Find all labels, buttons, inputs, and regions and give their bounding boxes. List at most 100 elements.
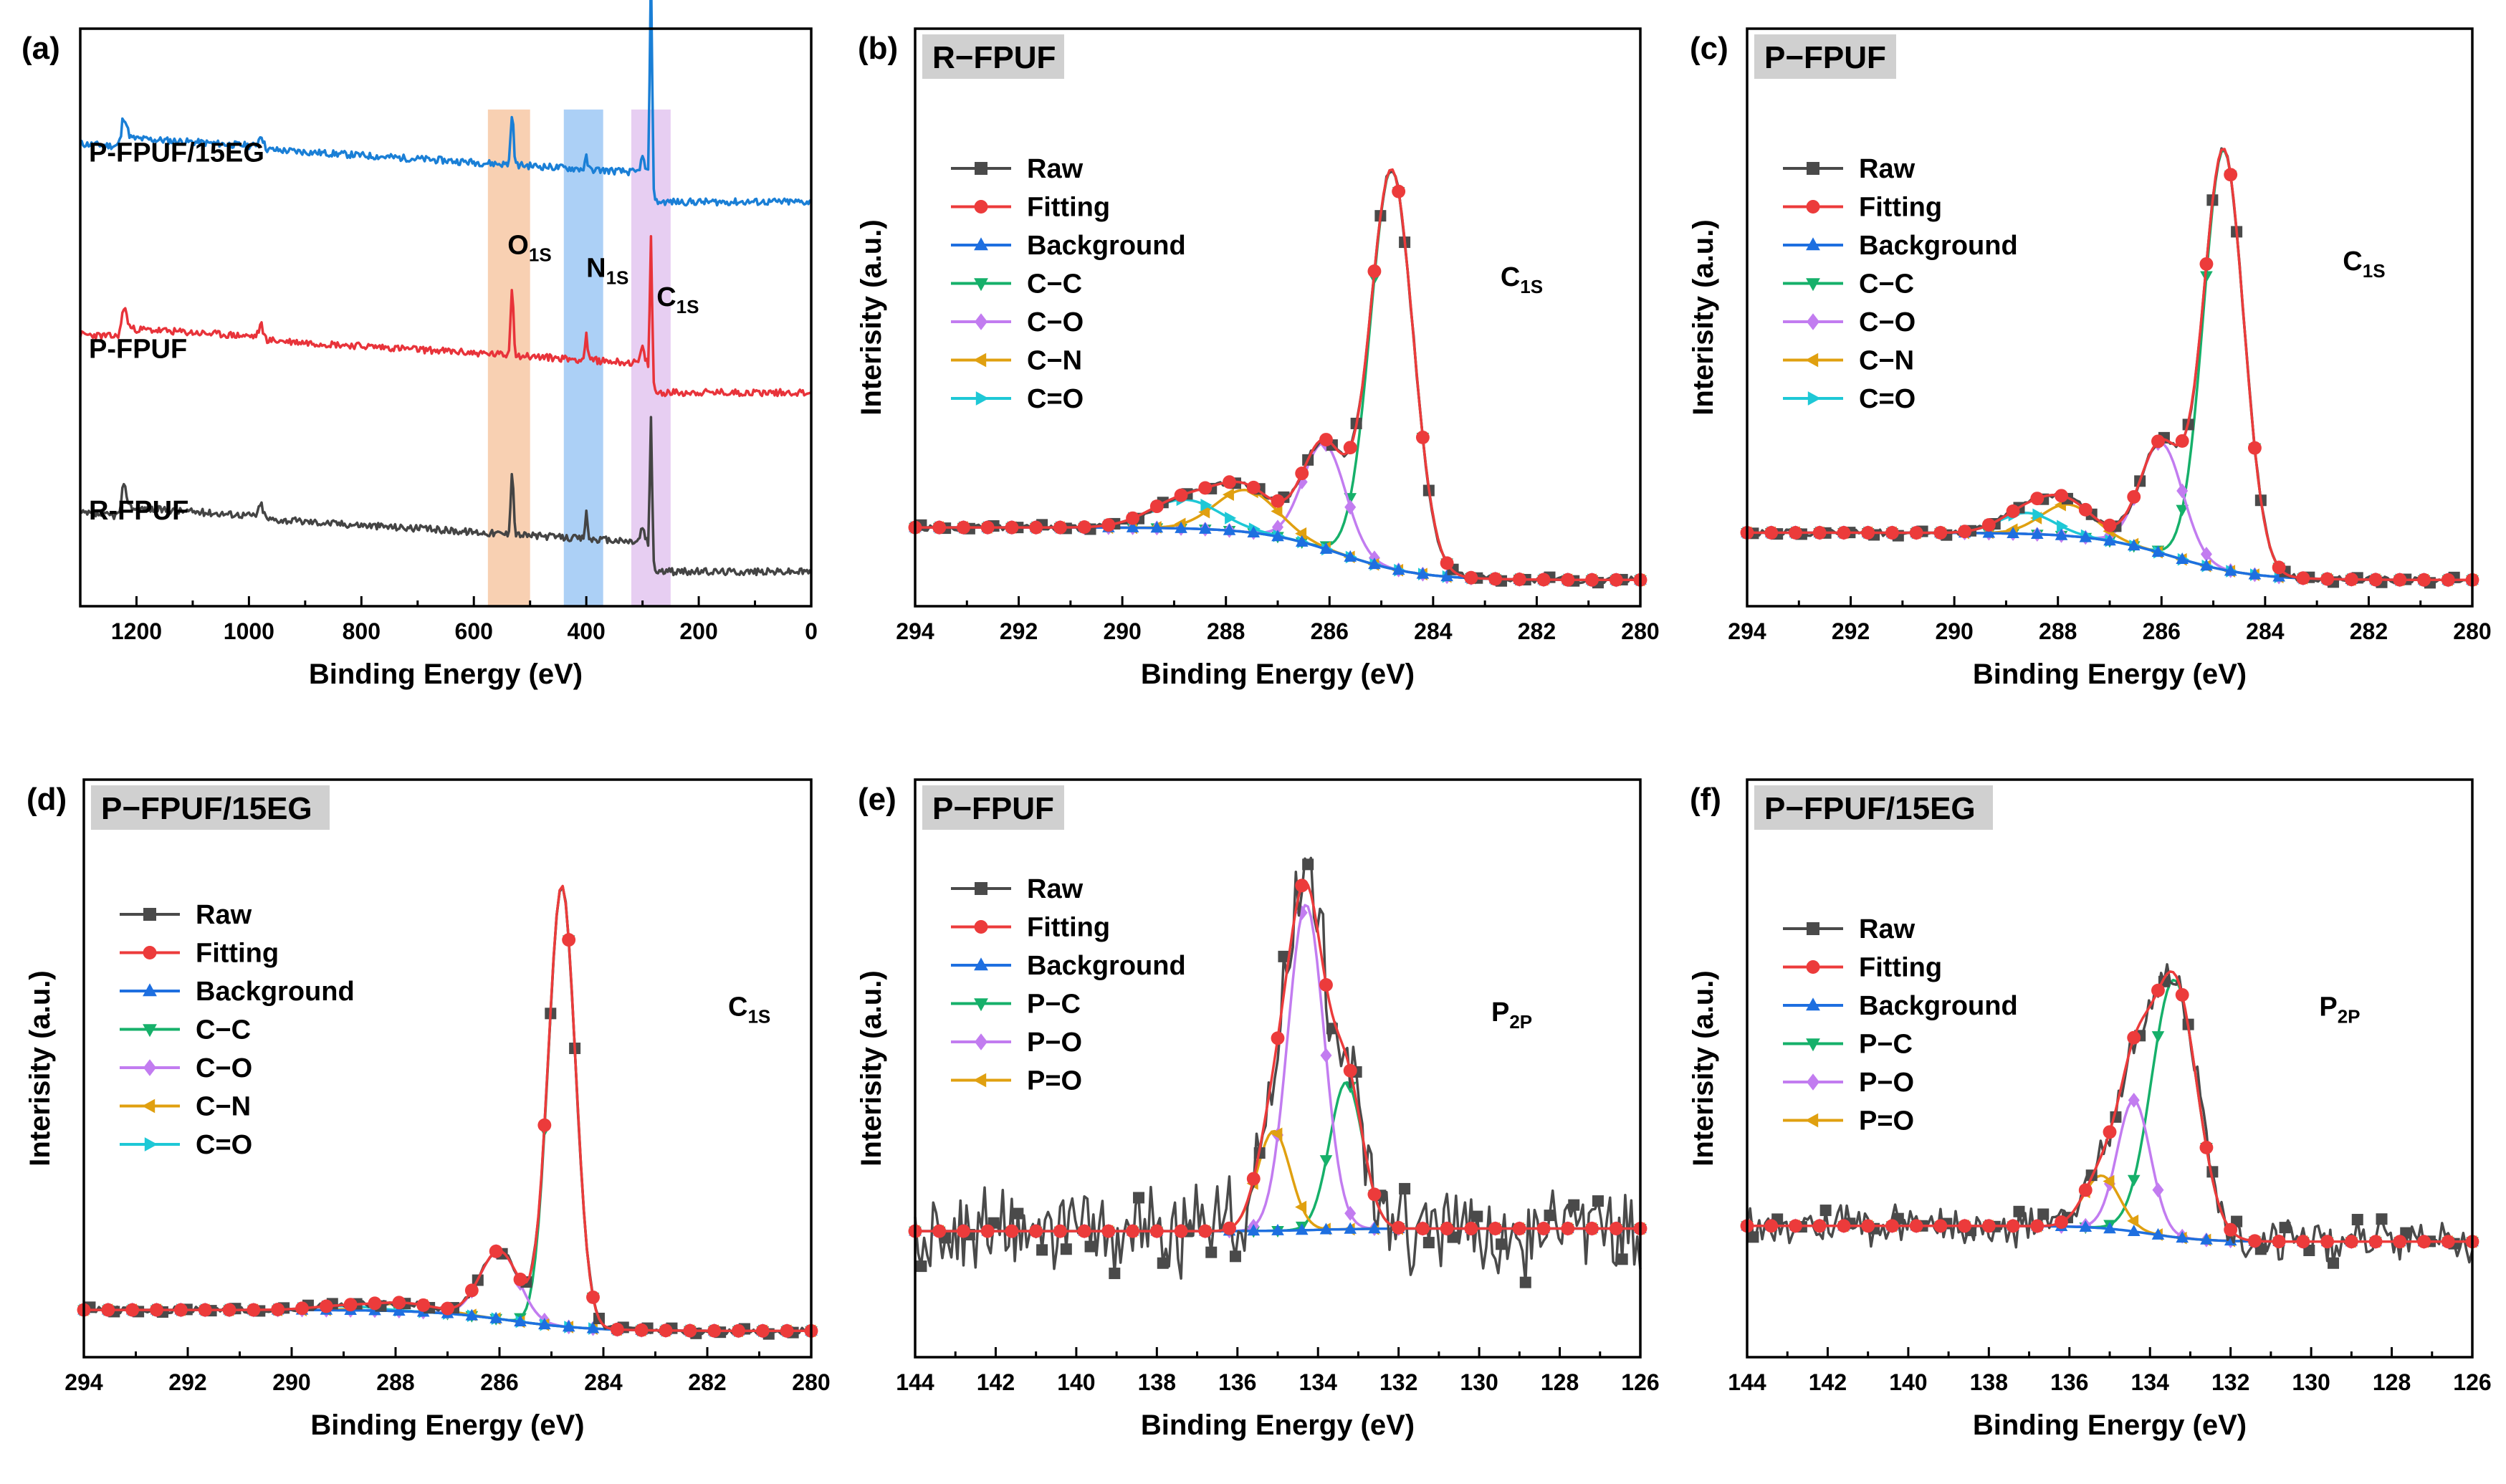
fitting-marker (1933, 1219, 1948, 1233)
legend-label: C−C (1859, 269, 1914, 300)
x-tick-label: 284 (1414, 618, 1453, 644)
peak-annotation-sub: 1S (606, 267, 629, 289)
fitting-marker (1392, 184, 1406, 198)
fitting-marker (1512, 573, 1526, 587)
series-label: P-FPUF (89, 334, 187, 364)
fitting-marker (2224, 168, 2238, 182)
y-axis-label: Interisity (a.u.) (856, 970, 887, 1166)
legend-marker (975, 882, 987, 895)
fitting-marker (932, 520, 947, 535)
title-box (922, 785, 1064, 830)
component-marker (1198, 505, 1210, 519)
legend-marker (1807, 391, 1821, 406)
panel-label: (c) (1690, 31, 1728, 66)
background-marker (2103, 1222, 2116, 1234)
series-label: P-FPUF/15EG (89, 138, 264, 168)
fitting-marker (1343, 1063, 1357, 1078)
raw-marker (1133, 1192, 1145, 1204)
x-tick-label: 292 (1832, 618, 1870, 644)
fitting-marker (1149, 499, 1164, 514)
background-marker (393, 1304, 406, 1316)
fitting-marker (2030, 1219, 2045, 1233)
orbital-annotation: C1S (1501, 262, 1543, 297)
component-C−C (915, 168, 1640, 582)
x-tick-label: 292 (168, 1369, 206, 1395)
background-marker (1368, 557, 1381, 570)
legend-label: C=O (1027, 384, 1084, 414)
fitting-marker (1909, 526, 1923, 540)
raw-marker (1568, 1199, 1580, 1211)
legend-label: P−O (1027, 1028, 1082, 1058)
fitting-marker (1861, 1219, 1875, 1233)
fitting-marker (1223, 475, 1236, 489)
component-C−C (84, 885, 811, 1333)
legend-marker (1806, 200, 1820, 214)
background-marker (562, 1320, 575, 1332)
component-marker (1271, 1127, 1283, 1141)
fitting-marker (271, 1303, 285, 1316)
fitting-marker (1101, 518, 1116, 532)
raw-marker (1036, 1244, 1048, 1256)
orbital-annotation: C1S (2343, 246, 2385, 282)
fitting-marker (1585, 1222, 1599, 1235)
x-tick-label: 290 (1103, 618, 1141, 644)
component-marker (2200, 546, 2212, 562)
fitting-marker (1488, 1222, 1503, 1235)
x-tick-label: 128 (1541, 1369, 1579, 1395)
background-marker (1247, 526, 1261, 538)
background-marker (2151, 1227, 2165, 1240)
background-marker (1247, 1224, 1261, 1236)
component-marker (2127, 1215, 2139, 1227)
orbital-annotation-main: C (728, 992, 747, 1023)
component-marker (2032, 508, 2045, 522)
fitting-marker (2441, 1235, 2455, 1249)
fitting-marker (1464, 570, 1478, 585)
background-marker (2031, 527, 2044, 539)
orbital-annotation-main: C (2343, 246, 2362, 277)
component-marker (2128, 1093, 2140, 1108)
component-marker (1295, 1200, 1307, 1214)
raw-marker (1278, 950, 1290, 962)
fitting-marker (1053, 1224, 1067, 1238)
x-tick-label: 800 (343, 618, 381, 644)
background-marker (2176, 552, 2189, 565)
orbital-annotation-main: P (2319, 992, 2337, 1023)
legend-label: C−N (196, 1092, 251, 1122)
legend-label: Fitting (1027, 193, 1110, 223)
fitting-marker (2393, 1235, 2407, 1249)
x-tick-label: 200 (679, 618, 717, 644)
fitting-marker (957, 1224, 970, 1238)
y-axis-label: Interisity (a.u.) (1688, 970, 1719, 1166)
background-marker (1344, 1222, 1357, 1234)
fitting-marker (586, 1290, 600, 1304)
legend-marker (974, 200, 988, 214)
raw-marker (1819, 1205, 1832, 1217)
background-marker (586, 1321, 600, 1334)
legend-marker (1806, 1038, 1820, 1052)
fitting-marker (1367, 264, 1382, 278)
component-marker (1225, 512, 1237, 525)
x-tick-label: 138 (1138, 1369, 1176, 1395)
raw-curve (1746, 963, 2474, 1265)
fitting-marker (1174, 488, 1188, 502)
x-tick-label: 142 (977, 1369, 1015, 1395)
legend-marker (974, 920, 988, 934)
fitting-marker (2368, 1235, 2383, 1249)
fitting-marker (980, 1224, 995, 1238)
fitting-marker (489, 1244, 503, 1258)
fitting-marker (295, 1301, 309, 1316)
raw-marker (1109, 1268, 1121, 1280)
panel-c: P−FPUF Raw Fitting Background C−C C−O C−N C=O C1… (1688, 27, 2492, 690)
legend-label: Fitting (196, 939, 279, 969)
fitting-marker (634, 1323, 649, 1337)
legend-label: C−O (196, 1053, 252, 1083)
raw-marker (1060, 1243, 1072, 1255)
legend-label: P=O (1027, 1066, 1082, 1096)
component-P−C (915, 1081, 1640, 1232)
series-label: R-FPUF (89, 496, 188, 526)
x-tick-label: 144 (896, 1369, 934, 1395)
x-tick-label: 282 (1518, 618, 1556, 644)
band-c1s (631, 109, 671, 607)
legend-marker (973, 353, 987, 368)
